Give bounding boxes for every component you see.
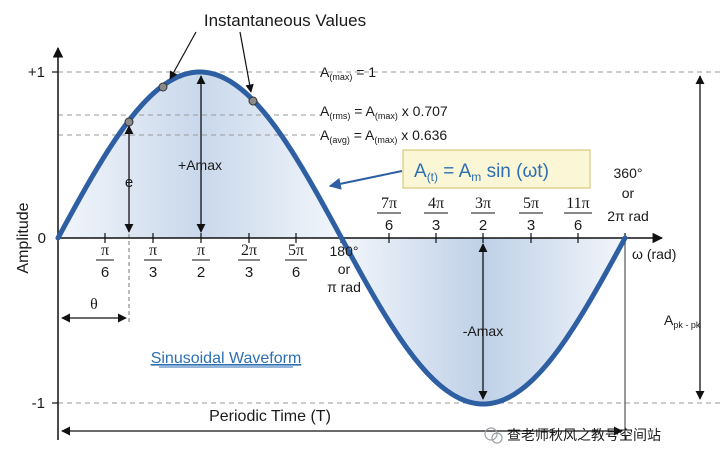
y-tick-label-minus-one: -1 (32, 395, 45, 412)
frac-4pi-3-den: 3 (432, 217, 440, 234)
e-label: e (125, 174, 133, 191)
instant-point-3 (248, 96, 258, 106)
frac-2pi-3-num: 2π (241, 242, 257, 259)
label-180-line3: π rad (327, 279, 361, 295)
label-180-line1: 180° (330, 243, 359, 259)
sine-curve (55, 69, 628, 407)
rms-level-label: A(rms) = A(max) x 0.707 (320, 103, 448, 121)
frac-7pi-6-den: 6 (385, 217, 393, 234)
frac-5pi-6-num: 5π (288, 242, 304, 259)
frac-2pi-3-den: 3 (245, 264, 253, 281)
lower-fraction-labels: 7π 6 4π 3 3π 2 5π 3 11π 6 (377, 195, 592, 234)
label-360-line2: or (622, 185, 635, 201)
frac-pi-6-num: π (101, 242, 109, 259)
x-tick-marks (104, 233, 626, 243)
period-label: Periodic Time (T) (209, 408, 331, 425)
frac-pi-3-den: 3 (149, 264, 157, 281)
x-axis-label: ω (rad) (632, 246, 676, 262)
frac-7pi-6-num: 7π (381, 195, 397, 212)
waveform-title: Sinusoidal Waveform (151, 350, 302, 367)
y-tick-label-zero: 0 (38, 230, 46, 247)
max-level-label: A(max) = 1 (320, 64, 376, 82)
frac-3pi-2-num: 3π (475, 195, 491, 212)
frac-3pi-2-den: 2 (479, 217, 487, 234)
label-360-line1: 360° (614, 165, 643, 181)
apk-label: Apk - pk (664, 312, 701, 330)
diagram-title: Instantaneous Values (204, 11, 366, 30)
frac-5pi-3-den: 3 (527, 217, 535, 234)
minus-amax-label: -Amax (463, 323, 503, 339)
instant-point-1 (124, 117, 134, 127)
theta-label: θ (90, 296, 98, 313)
watermark-text: 查老师秋风之教号空间站 (507, 427, 661, 443)
y-tick-label-plus-one: +1 (28, 64, 45, 81)
upper-fraction-labels: π 6 π 3 π 2 2π 3 5π 6 (96, 242, 307, 281)
formula-box (402, 149, 591, 189)
y-axis-label: Amplitude (15, 202, 32, 273)
avg-level-label: A(avg) = A(max) x 0.636 (320, 127, 447, 145)
frac-pi-6-den: 6 (101, 264, 109, 281)
instant-point-2 (158, 82, 168, 92)
frac-pi-3-num: π (149, 242, 157, 259)
frac-pi-2-den: 2 (197, 264, 205, 281)
frac-4pi-3-num: 4π (428, 195, 444, 212)
plus-amax-label: +Amax (178, 157, 222, 173)
frac-5pi-6-den: 6 (292, 264, 300, 281)
instant-arrow-right (239, 31, 254, 93)
formula-pointer-arrow (328, 170, 403, 190)
watermark: 查老师秋风之教号空间站 (484, 427, 661, 444)
frac-5pi-3-num: 5π (523, 195, 539, 212)
frac-11pi-6-num: 11π (566, 195, 589, 212)
positive-half-fill (58, 72, 342, 238)
label-180-line2: or (338, 261, 351, 277)
formula-text: A(t) = Am sin (ωt) (414, 161, 549, 184)
label-360-line3: 2π rad (607, 208, 649, 224)
frac-pi-2-num: π (197, 242, 205, 259)
frac-11pi-6-den: 6 (574, 217, 582, 234)
instant-arrow-left (169, 31, 197, 80)
